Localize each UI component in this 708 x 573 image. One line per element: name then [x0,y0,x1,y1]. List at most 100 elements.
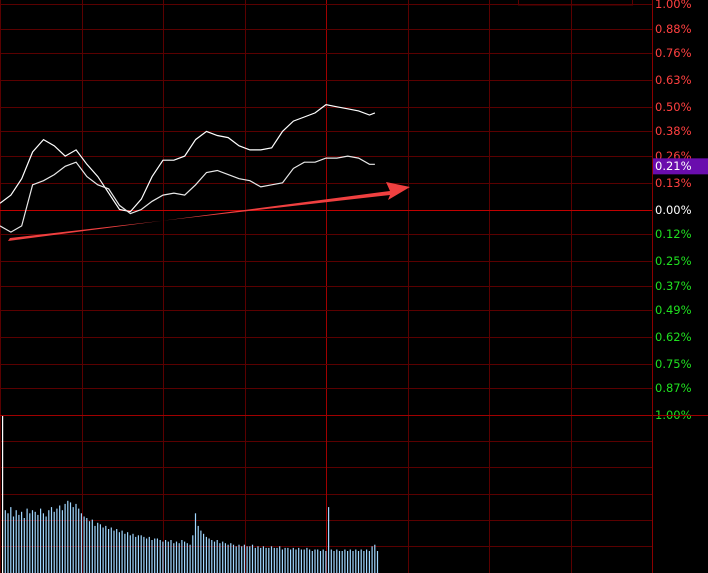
volume-bar [189,544,191,573]
volume-bar [154,538,156,573]
volume-bar [129,535,131,573]
volume-bar [127,532,129,573]
volume-bar [287,547,289,573]
volume-bar [333,551,335,573]
volume-bar [105,525,107,573]
volume-bar [78,508,80,573]
volume-bar [352,551,354,573]
volume-bar [295,549,297,573]
volume-bar [366,549,368,573]
volume-bar [338,551,341,573]
volume-bar [181,540,183,573]
volume-bar [298,547,300,573]
volume-bar [86,518,88,573]
volume-bar [303,549,305,573]
volume-bar [360,549,362,573]
volume-bar [251,544,254,573]
volume-bar [4,510,6,573]
y-tick-label: 0.75% [655,357,692,371]
volume-bar [102,527,104,573]
volume-bar [203,533,205,573]
volume-bar [140,535,142,573]
volume-bar [368,551,370,573]
volume-bar [135,536,137,573]
volume-bar [227,544,229,573]
volume-bar [80,513,82,573]
volume-bar [37,514,39,573]
volume-bar [219,543,221,573]
volume-bar [40,508,42,573]
y-tick-label: 0.88% [655,22,692,36]
volume-bar [254,547,256,573]
volume-bar [235,546,237,573]
volume-bar [314,549,316,573]
volume-bar [192,535,194,573]
volume-bar [45,516,47,573]
volume-bar [246,546,248,573]
volume-bar [300,549,302,573]
volume-bar [281,549,283,573]
volume-bar [61,510,63,573]
volume-bar [121,530,123,573]
volume-bar [347,551,349,573]
volume-bar [91,519,93,573]
volume-bar [53,511,55,573]
volume-bar [175,541,178,573]
volume-bar [309,549,311,573]
volume-bar [165,540,167,573]
volume-bar [328,507,330,573]
volume-bar [311,551,313,573]
volume-bar [67,500,69,573]
volume-bar [279,546,281,573]
volume-bar [18,514,20,573]
volume-bar [113,530,115,573]
volume-bar [211,540,213,573]
volume-bar [238,544,240,573]
y-tick-label: 0.49% [655,303,692,317]
volume-bar [374,544,376,573]
volume-bar [186,543,188,573]
volume-bar [355,549,357,573]
y-tick-label: 0.37% [655,279,692,293]
volume-bar [290,549,292,573]
volume-bar [48,510,50,573]
volume-bar [29,513,31,573]
volume-bar [170,540,172,573]
volume-bar [99,524,101,573]
volume-bar [26,508,28,573]
volume-bar [56,508,58,573]
volume-bar [69,502,72,573]
volume-bar [376,551,379,573]
volume-bar [34,511,36,573]
volume-bar [336,549,338,573]
volume-bar [118,532,120,573]
volume-bar [116,529,118,573]
volume-bar [322,549,324,573]
volume-bar [213,541,216,573]
volume-bar [363,551,365,573]
volume-bar [143,536,145,573]
y-tick-label: 0.25% [655,254,692,268]
volume-bar [94,525,96,573]
volume-bar [10,507,12,573]
volume-bar [200,530,202,573]
volume-bar [317,549,319,573]
volume-bar [273,547,275,573]
volume-bar [21,511,23,573]
volume-bar [276,547,278,573]
volume-bar [7,513,9,573]
volume-bar [97,522,99,573]
volume-bar [319,551,322,573]
volume-bar [148,536,150,573]
volume-bar [208,538,210,573]
volume-bar [108,529,110,573]
volume-bar [151,540,153,573]
volume-bar [64,503,66,573]
volume-bar [132,533,134,573]
volume-bar [257,546,259,573]
y-tick-label: 0.87% [655,381,692,395]
price-line [0,155,375,233]
volume-bar [167,541,169,573]
volume-bar [173,543,175,573]
